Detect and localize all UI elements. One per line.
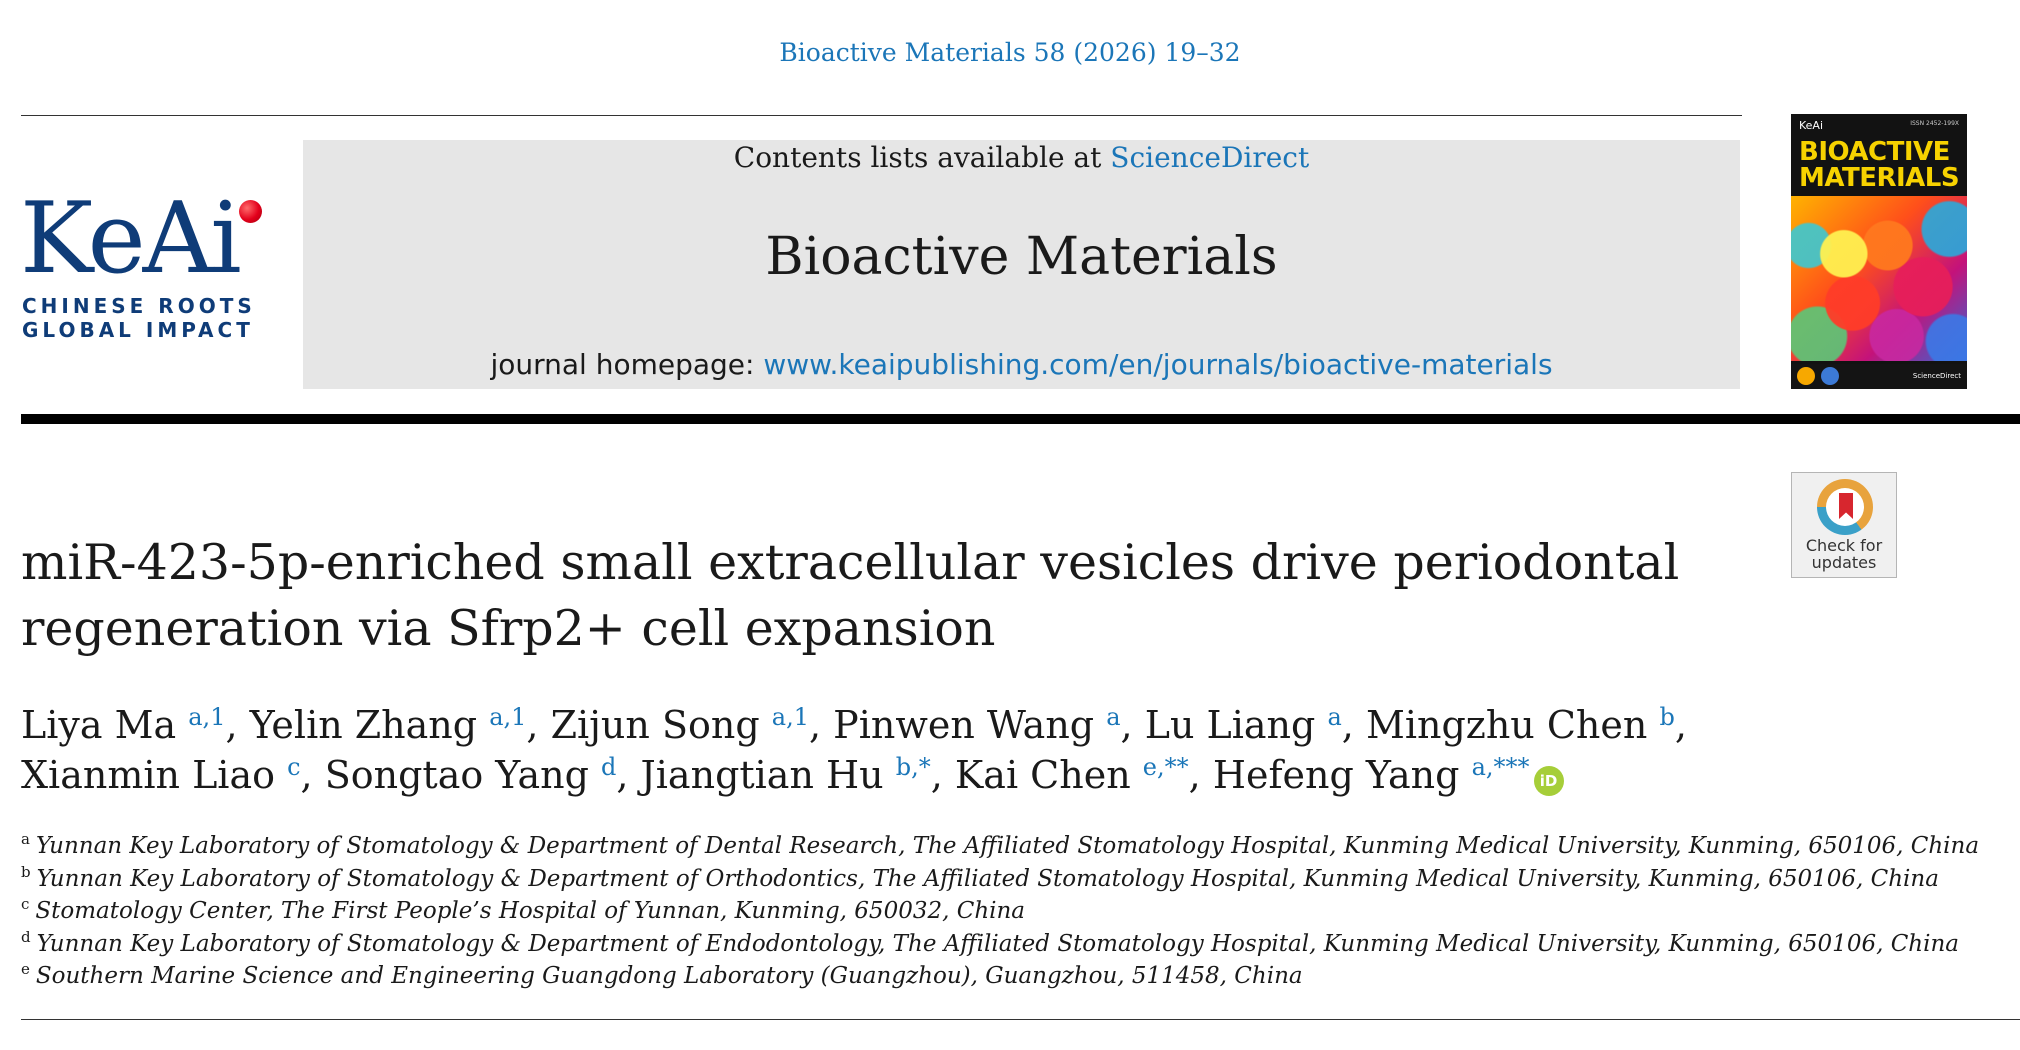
cover-title: BIOACTIVE MATERIALS bbox=[1799, 137, 1960, 193]
keai-tagline-2: GLOBAL IMPACT bbox=[22, 318, 254, 342]
cover-issn: ISSN 2452-199X bbox=[1910, 120, 1959, 127]
author-affiliation-mark[interactable]: e,** bbox=[1142, 753, 1189, 781]
author-name[interactable]: Lu Liang a bbox=[1144, 703, 1342, 747]
author-name[interactable]: Xianmin Liao c bbox=[21, 753, 301, 797]
homepage-link[interactable]: www.keaipublishing.com/en/journals/bioac… bbox=[763, 348, 1553, 381]
author-line-2: Xianmin Liao c, Songtao Yang d, Jiangtia… bbox=[21, 750, 1721, 800]
keai-tagline-1: CHINESE ROOTS bbox=[22, 294, 256, 318]
bookmark-icon bbox=[1839, 493, 1853, 519]
keai-logo[interactable]: KeAi CHINESE ROOTS GLOBAL IMPACT bbox=[20, 182, 262, 342]
affiliation-text: Yunnan Key Laboratory of Stomatology & D… bbox=[36, 865, 1939, 892]
author-affiliation-mark[interactable]: b bbox=[1659, 703, 1675, 731]
author-affiliation-mark[interactable]: d bbox=[601, 753, 617, 781]
homepage-line: journal homepage: www.keaipublishing.com… bbox=[303, 348, 1740, 382]
author-name[interactable]: Jiangtian Hu b,* bbox=[640, 753, 931, 797]
affiliation-mark: c bbox=[21, 895, 30, 913]
author-line-1: Liya Ma a,1, Yelin Zhang a,1, Zijun Song… bbox=[21, 703, 1687, 747]
journal-citation[interactable]: Bioactive Materials 58 (2026) 19–32 bbox=[0, 38, 2020, 67]
orcid-icon[interactable]: iD bbox=[1533, 766, 1564, 796]
author-affiliation-mark[interactable]: a,1 bbox=[188, 703, 226, 731]
affiliation-mark: b bbox=[21, 862, 31, 881]
author-affiliation-mark[interactable]: a,1 bbox=[489, 703, 527, 731]
cover-artwork bbox=[1791, 196, 1967, 361]
affiliation-mark: a bbox=[21, 830, 30, 848]
author-affiliation-mark[interactable]: a bbox=[1327, 703, 1342, 731]
cover-badge-icon bbox=[1821, 367, 1839, 385]
cover-title-line-1: BIOACTIVE bbox=[1799, 137, 1950, 167]
crossmark-icon bbox=[1817, 479, 1873, 535]
journal-cover-image[interactable]: KeAi ISSN 2452-199X BIOACTIVE MATERIALS … bbox=[1791, 114, 1967, 389]
author-affiliation-mark[interactable]: c bbox=[287, 753, 301, 781]
affiliation-text: Southern Marine Science and Engineering … bbox=[35, 963, 1303, 989]
author-affiliation-mark[interactable]: a,1 bbox=[771, 703, 809, 731]
author-affiliation-mark[interactable]: a bbox=[1106, 703, 1121, 731]
affiliation-item: e Southern Marine Science and Engineering… bbox=[21, 960, 1741, 993]
affiliation-text: Yunnan Key Laboratory of Stomatology & D… bbox=[36, 930, 1959, 957]
check-updates-label: Check for updates bbox=[1805, 536, 1883, 572]
cover-title-line-2: MATERIALS bbox=[1799, 163, 1960, 193]
sciencedirect-link[interactable]: ScienceDirect bbox=[1110, 141, 1310, 174]
check-for-updates-button[interactable]: Check for updates bbox=[1791, 472, 1897, 578]
author-affiliation-mark[interactable]: a,*** bbox=[1471, 753, 1530, 781]
citation-text[interactable]: Bioactive Materials 58 (2026) 19–32 bbox=[779, 38, 1241, 67]
author-name[interactable]: Mingzhu Chen b bbox=[1365, 703, 1675, 747]
affiliation-item: d Yunnan Key Laboratory of Stomatology & … bbox=[21, 927, 1959, 961]
contents-prefix: Contents lists available at bbox=[733, 141, 1111, 174]
author-name[interactable]: Yelin Zhang a,1 bbox=[249, 703, 527, 747]
author-list: Liya Ma a,1, Yelin Zhang a,1, Zijun Song… bbox=[21, 700, 1721, 800]
affiliation-item: a Yunnan Key Laboratory of Stomatology & … bbox=[21, 830, 1979, 863]
cover-badge-icon bbox=[1797, 367, 1815, 385]
footer-divider bbox=[21, 1019, 2020, 1020]
affiliation-mark: d bbox=[21, 927, 31, 946]
author-name[interactable]: Kai Chen e,** bbox=[954, 753, 1189, 797]
keai-wordmark: KeAi bbox=[20, 182, 242, 296]
cover-footer-text: ScienceDirect bbox=[1912, 372, 1961, 380]
affiliation-text: Yunnan Key Laboratory of Stomatology & D… bbox=[35, 833, 1980, 859]
affiliation-mark: e bbox=[21, 960, 30, 978]
journal-name: Bioactive Materials bbox=[765, 227, 1278, 287]
affiliation-text: Stomatology Center, The First People’s H… bbox=[35, 898, 1026, 924]
author-name[interactable]: Liya Ma a,1 bbox=[21, 703, 226, 747]
author-name[interactable]: Pinwen Wang a bbox=[833, 703, 1121, 747]
contents-line: Contents lists available at ScienceDirec… bbox=[303, 140, 1740, 175]
cover-publisher: KeAi bbox=[1799, 119, 1824, 132]
header-divider bbox=[21, 115, 1742, 116]
author-name[interactable]: Songtao Yang d bbox=[324, 753, 617, 797]
cover-footer: ScienceDirect bbox=[1791, 364, 1967, 389]
title-line-2: regeneration via Sfrp2+ cell expansion bbox=[21, 600, 996, 657]
logo-dot-icon bbox=[239, 200, 262, 223]
affiliation-item: b Yunnan Key Laboratory of Stomatology & … bbox=[21, 862, 1939, 896]
title-line-1: miR-423-5p-enriched small extracellular … bbox=[21, 534, 1680, 591]
article-title: miR-423-5p-enriched small extracellular … bbox=[21, 530, 1721, 662]
affiliation-item: c Stomatology Center, The First People’s … bbox=[21, 895, 1741, 928]
author-name[interactable]: Hefeng Yang a,*** bbox=[1212, 753, 1530, 797]
author-affiliation-mark[interactable]: b,* bbox=[895, 753, 931, 781]
journal-header-box: Contents lists available at ScienceDirec… bbox=[303, 140, 1740, 389]
author-name[interactable]: Zijun Song a,1 bbox=[550, 703, 809, 747]
homepage-prefix: journal homepage: bbox=[490, 348, 764, 381]
header-thick-divider bbox=[21, 414, 2020, 424]
affiliation-list: a Yunnan Key Laboratory of Stomatology & … bbox=[21, 830, 1979, 993]
